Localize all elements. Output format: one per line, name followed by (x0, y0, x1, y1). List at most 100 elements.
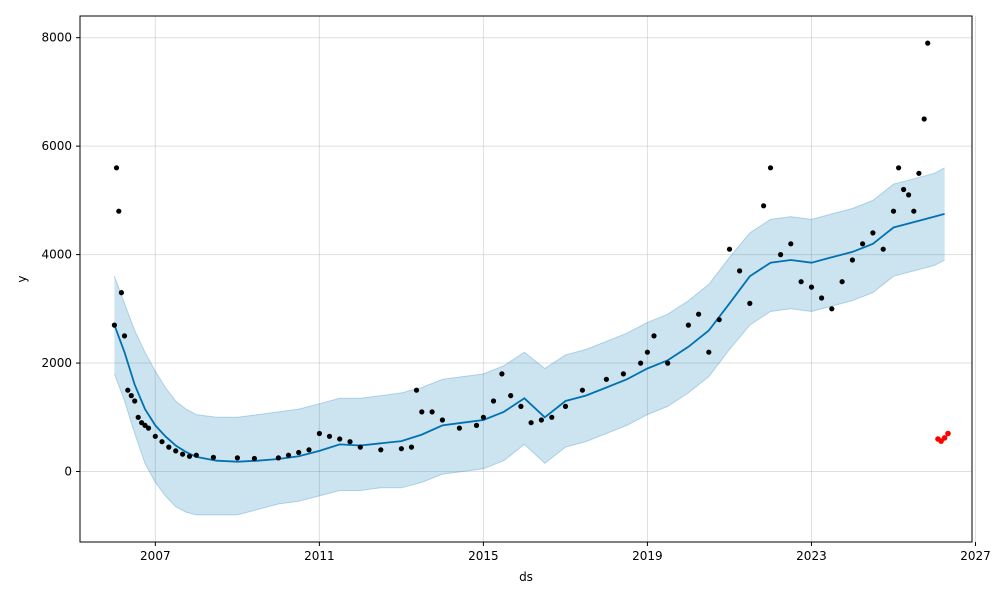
observed-point (159, 439, 165, 445)
observed-point (378, 447, 384, 453)
observed-point (685, 322, 692, 328)
upper-bound-line (113, 167, 945, 418)
observed-point (118, 290, 124, 296)
observed-point (644, 349, 651, 355)
plot-frame (79, 15, 973, 543)
x-axis-label: ds (519, 570, 533, 584)
observed-point (716, 317, 722, 323)
observed-point (480, 414, 486, 420)
observed-point (549, 414, 555, 420)
x-tick-label: 2011 (304, 549, 335, 563)
observed-point (128, 393, 134, 399)
observed-point (916, 170, 922, 176)
observed-point (651, 333, 657, 339)
observed-point (275, 455, 281, 461)
y-tick-label: 8000 (41, 31, 72, 45)
observed-point (696, 311, 702, 317)
observed-point (456, 425, 462, 431)
observed-point (906, 192, 912, 198)
y-axis: 0 2000 4000 6000 8000 (41, 31, 80, 479)
observed-point (839, 279, 845, 285)
observed-point (829, 306, 835, 312)
observed-point (337, 436, 343, 442)
observed-point (896, 165, 902, 171)
y-tick-label: 0 (64, 465, 72, 479)
test-points (935, 430, 951, 444)
uncertainty-interval (113, 167, 945, 516)
observed-point (808, 284, 815, 290)
observed-point (562, 403, 569, 409)
observed-point (285, 452, 292, 458)
observed-point (398, 446, 404, 452)
observed-point (778, 252, 784, 258)
observed-point (870, 230, 876, 236)
observed-point (638, 360, 644, 366)
x-tick-label: 2023 (796, 549, 827, 563)
observed-point (620, 371, 627, 377)
observed-point (113, 165, 120, 171)
observed-point (579, 387, 586, 393)
observed-point (121, 333, 128, 339)
observed-point (665, 360, 671, 366)
lower-bound-line (113, 259, 945, 516)
observed-point (145, 425, 152, 431)
observed-point (819, 295, 825, 301)
x-axis: 2007 2011 2015 2019 2023 2027 (140, 542, 991, 563)
observed-point (166, 444, 172, 450)
observed-point (747, 300, 753, 306)
grid (80, 16, 976, 542)
observed-point (180, 451, 186, 457)
observed-point (125, 387, 131, 393)
observed-point (518, 403, 524, 409)
observed-point (538, 417, 545, 423)
observed-point (186, 453, 193, 459)
observed-point (429, 409, 435, 415)
observed-point (413, 387, 420, 393)
observed-point (788, 241, 794, 247)
observed-point (326, 433, 333, 439)
y-tick-label: 6000 (41, 139, 72, 153)
observed-points (111, 40, 931, 462)
observed-point (234, 455, 240, 461)
observed-point (142, 422, 148, 428)
test-point (941, 435, 948, 441)
observed-point (193, 452, 199, 458)
observed-point (890, 208, 897, 214)
observed-point (798, 279, 804, 285)
y-axis-label: y (15, 275, 29, 282)
observed-point (603, 376, 610, 382)
observed-point (911, 208, 917, 214)
observed-point (849, 257, 856, 263)
interval-band (114, 167, 945, 515)
observed-point (439, 417, 445, 423)
observed-point (473, 422, 480, 428)
observed-point (116, 208, 122, 214)
observed-point (921, 116, 927, 122)
y-tick-label: 2000 (41, 356, 72, 370)
observed-point (767, 165, 774, 171)
x-tick-label: 2019 (632, 549, 663, 563)
observed-point (925, 40, 931, 46)
test-point (945, 430, 951, 437)
observed-point (347, 439, 353, 445)
observed-point (357, 444, 363, 450)
observed-point (173, 448, 179, 454)
observed-point (880, 246, 886, 252)
observed-point (508, 393, 514, 399)
observed-point (706, 349, 712, 355)
observed-point (251, 455, 257, 462)
observed-point (419, 409, 425, 415)
observed-point (152, 433, 158, 439)
observed-point (499, 371, 505, 377)
y-tick-label: 4000 (41, 248, 72, 262)
observed-point (761, 203, 767, 209)
observed-point (726, 246, 733, 252)
x-tick-label: 2007 (140, 549, 171, 563)
observed-point (528, 420, 534, 426)
observed-point (316, 430, 322, 437)
observed-point (135, 414, 141, 420)
x-tick-label: 2027 (960, 549, 991, 563)
observed-point (490, 398, 497, 404)
observed-point (111, 322, 117, 328)
